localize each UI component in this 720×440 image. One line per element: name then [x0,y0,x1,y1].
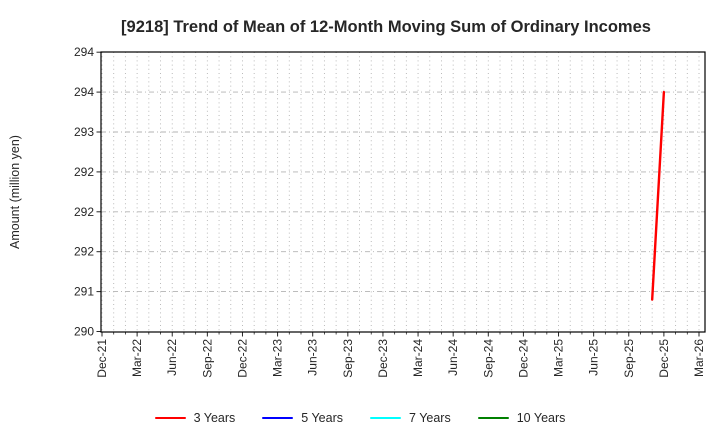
x-tick-label: Dec-25 [657,339,671,378]
axis-ticks [96,51,700,337]
x-tick-label: Sep-24 [481,339,495,378]
legend-line-icon [477,416,509,420]
x-tick-label: Jun-23 [306,339,320,376]
series-line-3-years [650,90,666,301]
x-tick-label: Mar-26 [692,339,706,377]
legend-line-icon [154,416,186,420]
x-tick-label: Sep-23 [341,339,355,378]
y-tick-label: 290 [74,325,94,339]
plot-border [100,51,706,333]
x-tick-label: Dec-22 [235,339,249,378]
legend: 3 Years 5 Years 7 Years 10 Years [0,404,720,432]
x-tick-label: Sep-22 [200,339,214,378]
legend-line-icon [370,416,402,420]
y-tick-label: 292 [74,165,94,179]
gridlines [101,52,705,332]
x-tick-label: Mar-24 [411,339,425,377]
x-tick-label: Dec-24 [516,339,530,378]
y-tick-label: 291 [74,285,94,299]
legend-label: 7 Years [409,411,451,425]
legend-item-5-years: 5 Years [262,411,343,425]
legend-item-10-years: 10 Years [477,411,566,425]
data-series [650,90,666,301]
legend-label: 3 Years [193,411,236,425]
y-tick-label: 294 [74,45,94,59]
y-tick-label: 292 [74,205,94,219]
x-tick-label: Dec-21 [95,339,109,378]
x-tick-label: Sep-25 [622,339,636,378]
x-tick-label: Jun-24 [446,339,460,376]
y-tick-label: 294 [74,85,94,99]
y-tick-label: 292 [74,245,94,259]
legend-label: 10 Years [516,411,566,425]
chart-title: [9218] Trend of Mean of 12-Month Moving … [121,18,651,36]
legend-line-icon [262,416,294,420]
y-axis-label: Amount (million yen) [8,135,22,249]
y-tick-label: 293 [74,125,94,139]
legend-item-7-years: 7 Years [370,411,451,425]
x-tick-label: Jun-25 [587,339,601,376]
legend-label: 5 Years [301,411,344,425]
x-tick-label: Mar-25 [552,339,566,377]
legend-item-3-years: 3 Years [154,411,236,425]
x-tick-label: Jun-22 [165,339,179,376]
x-tick-label: Mar-22 [130,339,144,377]
x-tick-label: Dec-23 [376,339,390,378]
axis-tick-labels: Dec-21 Mar-22 Jun-22 Sep-22 Dec-22 Mar-23 Jun-… [74,45,706,378]
x-tick-label: Mar-23 [271,339,285,377]
